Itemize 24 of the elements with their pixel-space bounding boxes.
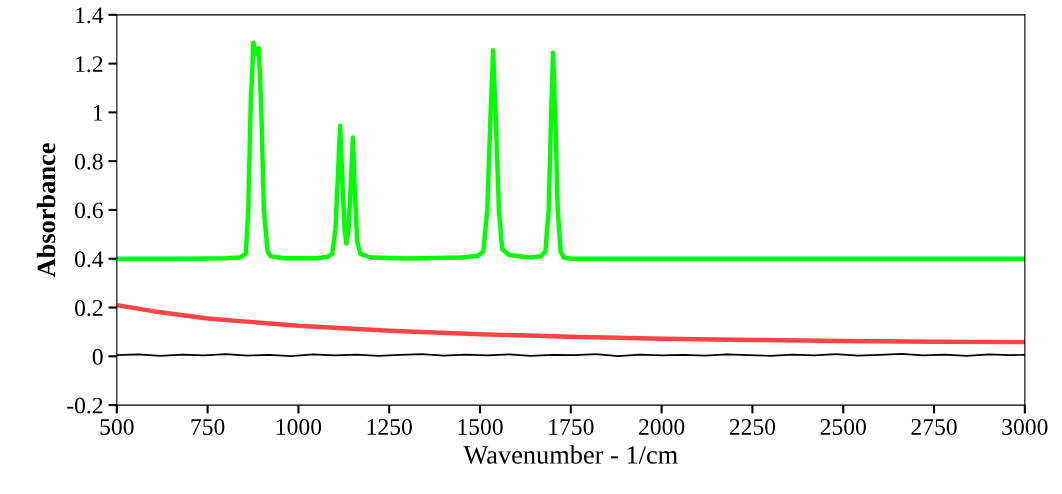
x-tick-label: 1250 bbox=[367, 418, 412, 435]
x-tick-label: 1000 bbox=[276, 418, 322, 435]
y-tick-label: -0.2 bbox=[67, 397, 103, 414]
x-tick-label: 500 bbox=[100, 418, 134, 435]
y-axis-title: Absorbance bbox=[36, 143, 56, 278]
x-tick-label: 3000 bbox=[1002, 418, 1048, 435]
line-series bbox=[116, 302, 1025, 345]
y-tick-label: 0 bbox=[92, 348, 103, 365]
y-tick-label: 1 bbox=[93, 104, 103, 121]
y-tick-label: 1.2 bbox=[76, 56, 103, 73]
y-tick-label: 0.2 bbox=[75, 300, 103, 317]
line-series bbox=[116, 40, 1025, 261]
y-tick-label: 0.4 bbox=[75, 251, 104, 268]
x-tick-label: 750 bbox=[191, 418, 225, 435]
y-tick-label: 0.6 bbox=[75, 202, 103, 219]
x-tick-label: 2500 bbox=[820, 418, 866, 435]
y-tick-label: 0.8 bbox=[75, 153, 103, 170]
x-tick-label: 1750 bbox=[549, 418, 594, 435]
x-tick-label: 2750 bbox=[911, 418, 957, 435]
x-tick-label: 1500 bbox=[458, 418, 503, 435]
y-tick-label: 1.4 bbox=[76, 7, 104, 24]
x-axis-title: Wavenumber - 1/cm bbox=[463, 445, 678, 464]
x-tick-label: 2000 bbox=[639, 418, 685, 435]
x-tick-label: 2250 bbox=[729, 418, 776, 435]
